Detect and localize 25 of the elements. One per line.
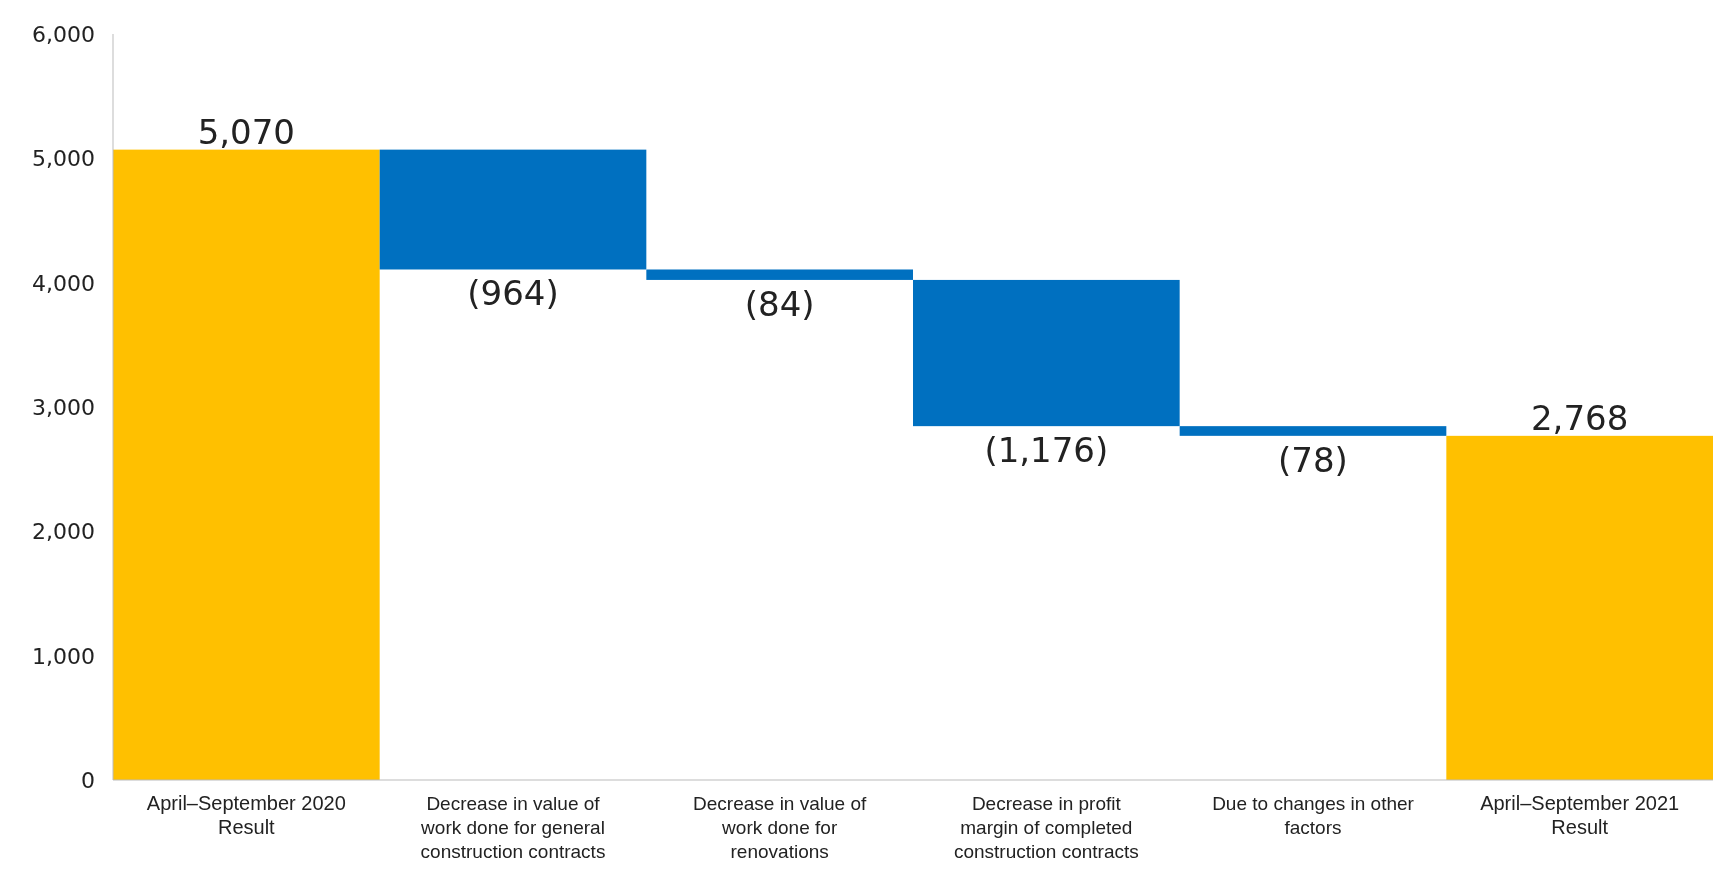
x-tick-label: Decrease in profit margin of completed construction contracts [953, 793, 1139, 862]
data-label: (84) [744, 283, 815, 324]
bar [379, 149, 647, 270]
bar [913, 279, 1180, 427]
x-tick-label: Due to changes in other factors [1212, 793, 1415, 838]
bar [1179, 426, 1447, 436]
y-tick-label: 5,000 [32, 146, 95, 172]
y-tick-label: 2,000 [32, 519, 95, 545]
bar [113, 149, 380, 780]
y-tick-label: 1,000 [32, 643, 95, 669]
y-tick-label: 0 [81, 768, 95, 793]
data-label: (964) [467, 273, 559, 314]
y-tick-label: 3,000 [32, 395, 95, 420]
x-tick-label: Decrease in value of work done for renovations [693, 793, 867, 862]
data-label: (78) [1278, 439, 1348, 480]
data-label: 5,070 [197, 111, 296, 152]
bar [1446, 435, 1713, 780]
x-tick-label: Decrease in value of work done for general construction contracts [420, 793, 606, 862]
bar [646, 269, 913, 280]
y-tick-label: 6,000 [32, 22, 95, 47]
data-label: 2,768 [1530, 397, 1629, 438]
y-tick-label: 4,000 [32, 270, 95, 296]
data-label: (1,176) [984, 430, 1109, 471]
x-tick-label: April–September 2021 Result [1480, 792, 1680, 838]
x-tick-label: April–September 2020 Result [146, 792, 346, 838]
